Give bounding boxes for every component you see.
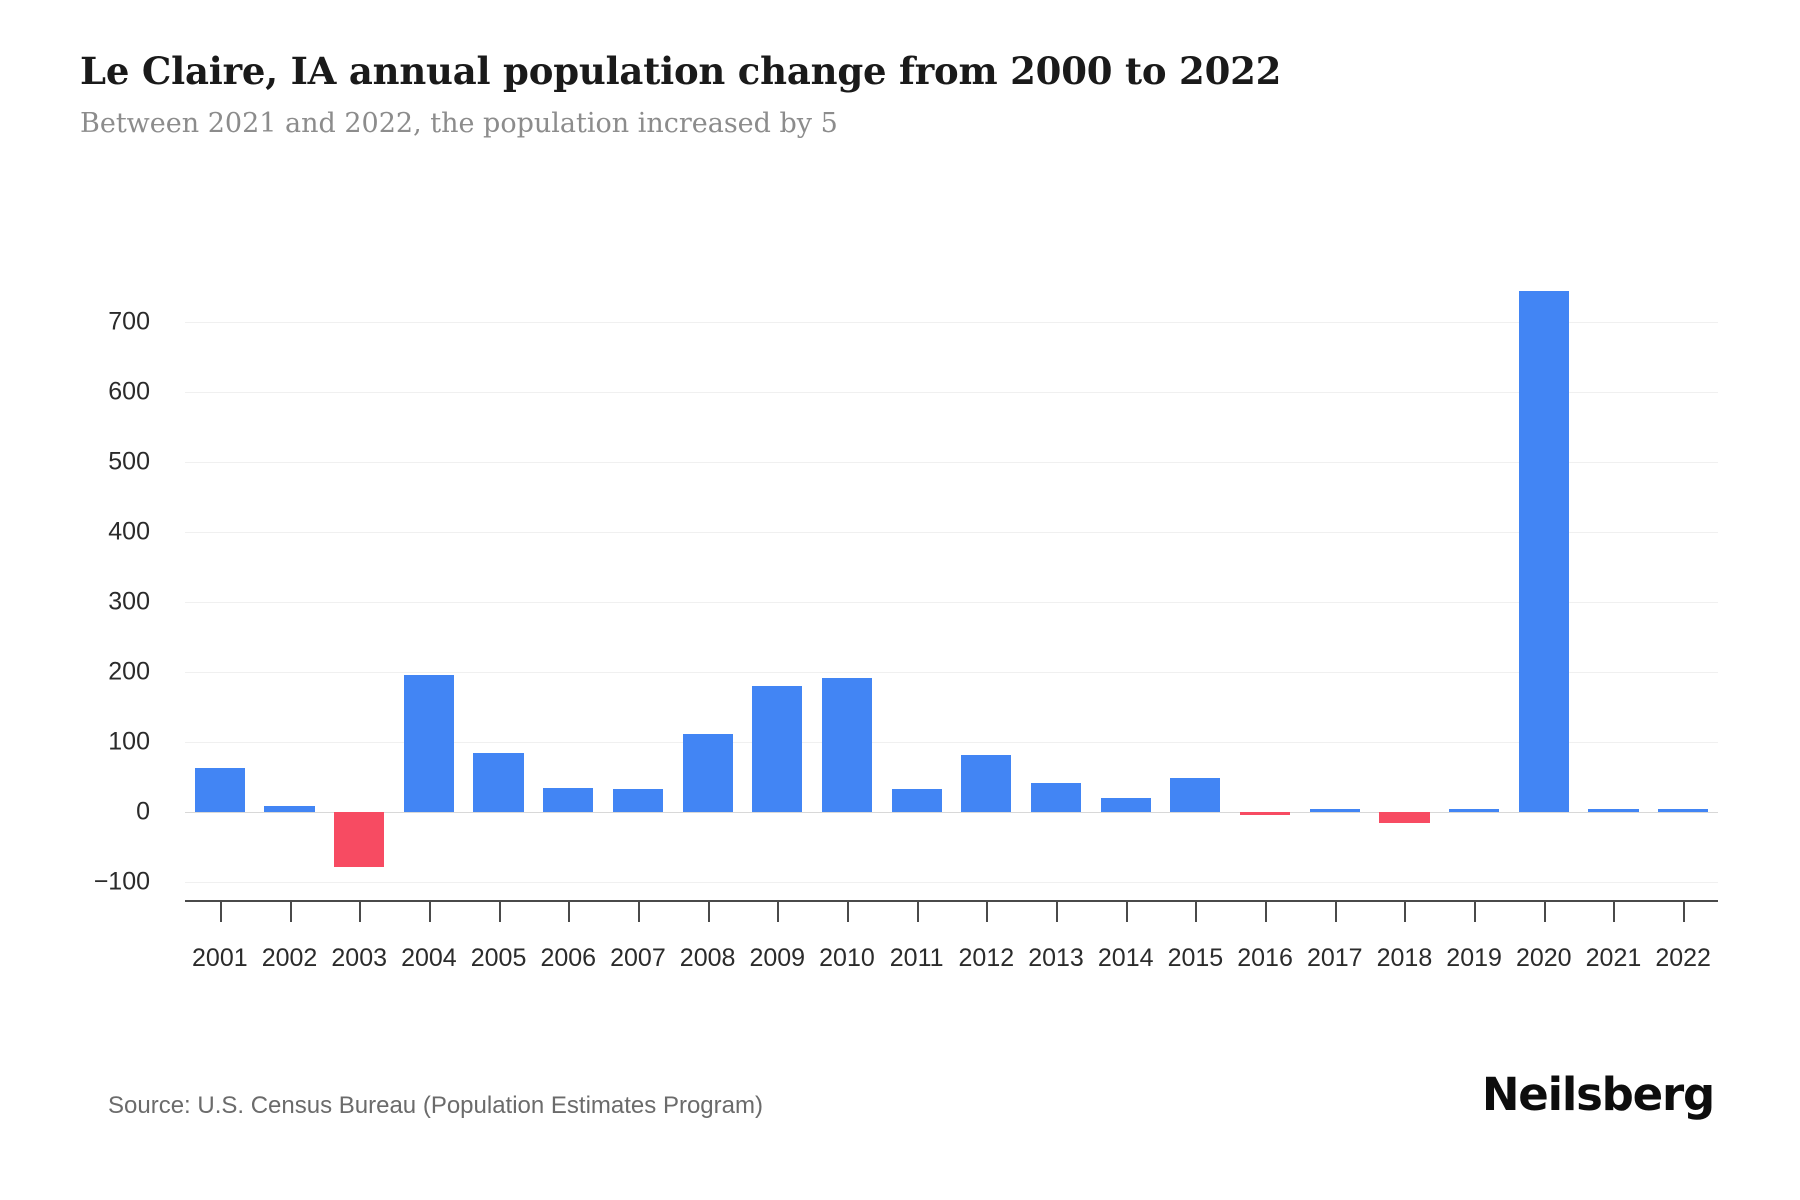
x-tick-label-2011: 2011 <box>889 944 944 972</box>
bar-2006[interactable] <box>543 787 594 812</box>
bar-2001[interactable] <box>194 767 245 812</box>
bar-2016[interactable] <box>1239 812 1291 815</box>
bar-2014[interactable] <box>1100 798 1151 812</box>
x-tick-label-2007: 2007 <box>610 944 666 972</box>
x-tick-label-2004: 2004 <box>401 944 457 972</box>
gridline-500 <box>185 462 1718 463</box>
x-tick-mark <box>1474 900 1477 922</box>
x-tick-label-2012: 2012 <box>958 944 1015 972</box>
x-tick-mark <box>428 900 431 922</box>
x-tick-mark <box>289 900 292 922</box>
x-tick-label-2018: 2018 <box>1376 944 1433 972</box>
x-tick-mark <box>1404 900 1407 922</box>
bar-2011[interactable] <box>891 788 942 812</box>
x-tick-label-2015: 2015 <box>1167 944 1224 972</box>
x-tick-mark <box>359 900 362 922</box>
x-tick-label-2002: 2002 <box>261 944 318 972</box>
x-tick-mark <box>1683 900 1686 922</box>
x-tick-mark <box>846 900 849 922</box>
x-tick-mark <box>777 900 780 922</box>
x-tick-label-2006: 2006 <box>540 944 597 972</box>
x-tick-label-2022: 2022 <box>1655 944 1711 972</box>
gridline-400 <box>185 532 1718 533</box>
gridline-200 <box>185 672 1718 673</box>
bar-2008[interactable] <box>682 734 733 812</box>
bar-2002[interactable] <box>264 806 315 812</box>
x-tick-mark <box>1195 900 1198 922</box>
x-tick-label-2020: 2020 <box>1515 944 1572 972</box>
x-tick-label-2016: 2016 <box>1237 944 1293 972</box>
x-tick-mark <box>1265 900 1268 922</box>
x-tick-mark <box>219 900 222 922</box>
bar-2018[interactable] <box>1379 812 1430 823</box>
bar-2003[interactable] <box>334 812 385 867</box>
y-tick-label: 700 <box>108 307 150 336</box>
bar-2009[interactable] <box>752 686 803 812</box>
x-tick-label-2013: 2013 <box>1028 944 1084 972</box>
gridline-300 <box>185 602 1718 603</box>
x-tick-label-2021: 2021 <box>1585 944 1642 972</box>
x-tick-mark <box>637 900 640 922</box>
gridline-100 <box>185 742 1718 743</box>
x-tick-label-2005: 2005 <box>470 944 527 972</box>
gridline-0 <box>185 812 1718 813</box>
x-tick-label-2014: 2014 <box>1097 944 1154 972</box>
bar-2015[interactable] <box>1170 777 1221 812</box>
bar-2012[interactable] <box>961 755 1012 812</box>
x-tick-label-2003: 2003 <box>331 944 388 972</box>
chart-header: Le Claire, IA annual population change f… <box>80 48 1720 139</box>
bar-2010[interactable] <box>821 677 873 812</box>
x-tick-mark <box>498 900 501 922</box>
y-tick-label: 0 <box>136 797 150 826</box>
x-tick-mark <box>1613 900 1616 922</box>
bars-group <box>185 0 1718 1200</box>
x-tick-mark <box>986 900 989 922</box>
x-tick-label-2017: 2017 <box>1306 944 1363 972</box>
bar-2013[interactable] <box>1030 782 1082 812</box>
y-tick-label: 100 <box>108 727 150 756</box>
x-tick-mark <box>1125 900 1128 922</box>
page-title: Le Claire, IA annual population change f… <box>80 49 1282 93</box>
y-tick-label: 400 <box>108 517 150 546</box>
gridline-700 <box>185 322 1718 323</box>
gridline-600 <box>185 392 1718 393</box>
x-axis-line <box>185 900 1718 902</box>
y-tick-label: 300 <box>108 587 150 616</box>
x-tick-mark <box>1056 900 1059 922</box>
bar-2005[interactable] <box>473 752 524 812</box>
gridline--100 <box>185 882 1718 883</box>
x-tick-mark <box>568 900 571 922</box>
x-tick-label-2019: 2019 <box>1446 944 1502 972</box>
bar-2022[interactable] <box>1658 808 1709 812</box>
x-tick-mark <box>1334 900 1337 922</box>
x-tick-mark <box>916 900 919 922</box>
x-tick-label-2010: 2010 <box>819 944 875 972</box>
y-tick-label: 500 <box>108 447 150 476</box>
bar-2021[interactable] <box>1588 809 1639 812</box>
bar-2017[interactable] <box>1309 809 1360 812</box>
x-tick-label-2009: 2009 <box>749 944 806 972</box>
source-note: Source: U.S. Census Bureau (Population E… <box>108 1092 763 1119</box>
chart-subtitle: Between 2021 and 2022, the population in… <box>80 108 838 140</box>
bar-2019[interactable] <box>1449 808 1500 812</box>
brand-logo: Neilsberg <box>1481 1068 1715 1121</box>
x-tick-mark <box>1543 900 1546 922</box>
y-tick-label: 600 <box>108 377 150 406</box>
x-tick-mark <box>707 900 710 922</box>
bar-2004[interactable] <box>403 674 454 812</box>
x-tick-label-2008: 2008 <box>679 944 736 972</box>
y-tick-label: −100 <box>93 867 150 896</box>
bar-2007[interactable] <box>612 788 663 812</box>
y-tick-label: 200 <box>108 657 150 686</box>
x-tick-label-2001: 2001 <box>192 944 248 972</box>
bar-2020[interactable] <box>1518 290 1569 812</box>
